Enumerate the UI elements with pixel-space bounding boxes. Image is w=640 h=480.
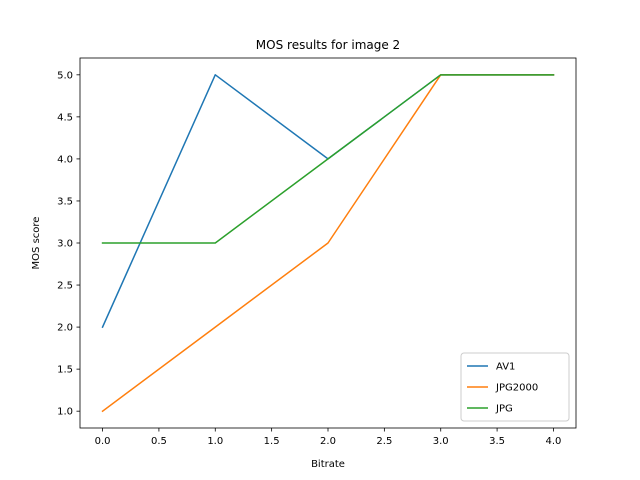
legend-label-jpg2000: JPG2000 — [495, 383, 538, 394]
legend: AV1 JPG2000 JPG — [460, 352, 570, 422]
x-tick-label: 3.0 — [433, 436, 449, 447]
series-line-jpg — [101, 74, 555, 244]
x-tick-label: 0.0 — [95, 436, 111, 447]
chart-title: MOS results for image 2 — [256, 38, 400, 52]
y-tick-label: 2.5 — [57, 281, 73, 292]
plot-area — [101, 74, 555, 413]
x-tick-label: 2.5 — [376, 436, 392, 447]
y-tick-label: 3.0 — [57, 239, 73, 250]
y-tick-label: 1.5 — [57, 365, 73, 376]
x-tick-label: 0.5 — [151, 436, 167, 447]
legend-label-jpg: JPG — [495, 404, 513, 415]
x-tick-label: 2.0 — [320, 436, 336, 447]
x-tick-label: 1.0 — [207, 436, 223, 447]
y-axis-label: MOS score — [31, 217, 42, 270]
x-axis: 0.0 0.5 1.0 1.5 2.0 2.5 3.0 3.5 4.0 — [95, 428, 562, 447]
legend-label-av1: AV1 — [496, 362, 515, 373]
y-tick-label: 1.0 — [57, 407, 73, 418]
legend-box — [460, 352, 570, 422]
x-tick-label: 3.5 — [489, 436, 505, 447]
y-tick-label: 4.0 — [57, 154, 73, 165]
y-tick-label: 3.5 — [57, 196, 73, 207]
y-axis: 1.0 1.5 2.0 2.5 3.0 3.5 4.0 4.5 5.0 — [57, 70, 80, 418]
y-tick-label: 2.0 — [57, 323, 73, 334]
x-axis-label: Bitrate — [311, 459, 345, 470]
x-tick-label: 4.0 — [546, 436, 562, 447]
y-tick-label: 4.5 — [57, 112, 73, 123]
x-tick-label: 1.5 — [264, 436, 280, 447]
y-tick-label: 5.0 — [57, 70, 73, 81]
